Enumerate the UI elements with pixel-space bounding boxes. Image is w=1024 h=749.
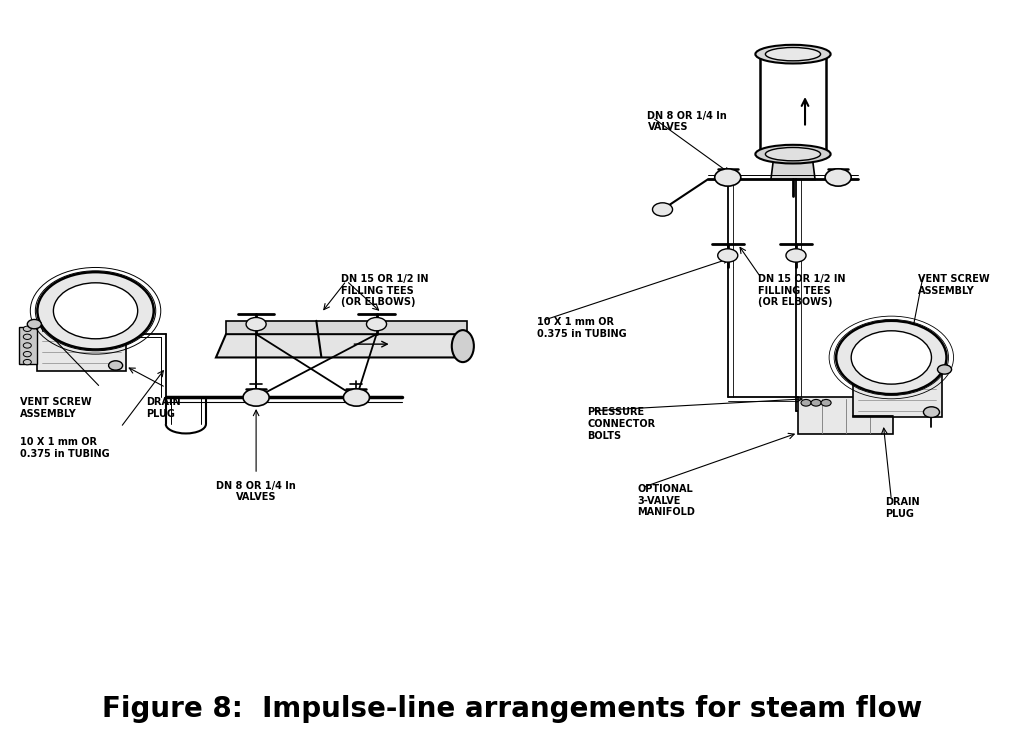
Circle shape <box>718 249 738 262</box>
Circle shape <box>28 320 41 329</box>
Circle shape <box>109 361 123 370</box>
Circle shape <box>24 326 32 332</box>
Text: DRAIN
PLUG: DRAIN PLUG <box>145 398 180 419</box>
Circle shape <box>715 169 740 187</box>
Polygon shape <box>37 321 126 371</box>
Polygon shape <box>771 148 815 180</box>
Text: DN 15 OR 1/2 IN
FILLING TEES
(OR ELBOWS): DN 15 OR 1/2 IN FILLING TEES (OR ELBOWS) <box>341 274 429 307</box>
Circle shape <box>243 389 269 406</box>
Circle shape <box>24 343 32 348</box>
Circle shape <box>801 399 811 406</box>
Circle shape <box>37 272 154 350</box>
Text: DN 8 OR 1/4 In
VALVES: DN 8 OR 1/4 In VALVES <box>216 481 296 503</box>
Polygon shape <box>853 364 941 417</box>
Circle shape <box>652 203 673 216</box>
Text: 10 X 1 mm OR
0.375 in TUBING: 10 X 1 mm OR 0.375 in TUBING <box>537 318 627 339</box>
Text: OPTIONAL
3-VALVE
MANIFOLD: OPTIONAL 3-VALVE MANIFOLD <box>637 484 695 518</box>
Text: PRESSURE
CONNECTOR
BOLTS: PRESSURE CONNECTOR BOLTS <box>588 407 655 440</box>
Text: Figure 8:  Impulse-line arrangements for steam flow: Figure 8: Impulse-line arrangements for … <box>101 695 923 723</box>
Circle shape <box>24 360 32 365</box>
Circle shape <box>343 389 370 406</box>
Circle shape <box>53 283 137 339</box>
Polygon shape <box>216 334 467 357</box>
Circle shape <box>367 318 386 331</box>
Polygon shape <box>226 321 467 334</box>
Ellipse shape <box>756 45 830 64</box>
Circle shape <box>825 169 851 187</box>
Circle shape <box>24 334 32 339</box>
Circle shape <box>837 321 946 394</box>
Circle shape <box>938 365 951 374</box>
Polygon shape <box>798 398 893 434</box>
Text: DRAIN
PLUG: DRAIN PLUG <box>886 497 920 519</box>
Circle shape <box>851 331 932 384</box>
Circle shape <box>811 399 821 406</box>
Ellipse shape <box>765 47 820 61</box>
Circle shape <box>246 318 266 331</box>
Polygon shape <box>19 327 37 364</box>
Text: 10 X 1 mm OR
0.375 in TUBING: 10 X 1 mm OR 0.375 in TUBING <box>20 437 110 459</box>
Circle shape <box>24 351 32 357</box>
Text: DN 15 OR 1/2 IN
FILLING TEES
(OR ELBOWS): DN 15 OR 1/2 IN FILLING TEES (OR ELBOWS) <box>758 274 846 307</box>
Text: DN 8 OR 1/4 In
VALVES: DN 8 OR 1/4 In VALVES <box>647 111 727 133</box>
Circle shape <box>924 407 939 417</box>
Ellipse shape <box>765 148 820 161</box>
Text: VENT SCREW
ASSEMBLY: VENT SCREW ASSEMBLY <box>20 398 92 419</box>
Text: VENT SCREW
ASSEMBLY: VENT SCREW ASSEMBLY <box>919 274 990 296</box>
Circle shape <box>821 399 831 406</box>
Ellipse shape <box>756 145 830 163</box>
Circle shape <box>786 249 806 262</box>
Ellipse shape <box>452 330 474 362</box>
